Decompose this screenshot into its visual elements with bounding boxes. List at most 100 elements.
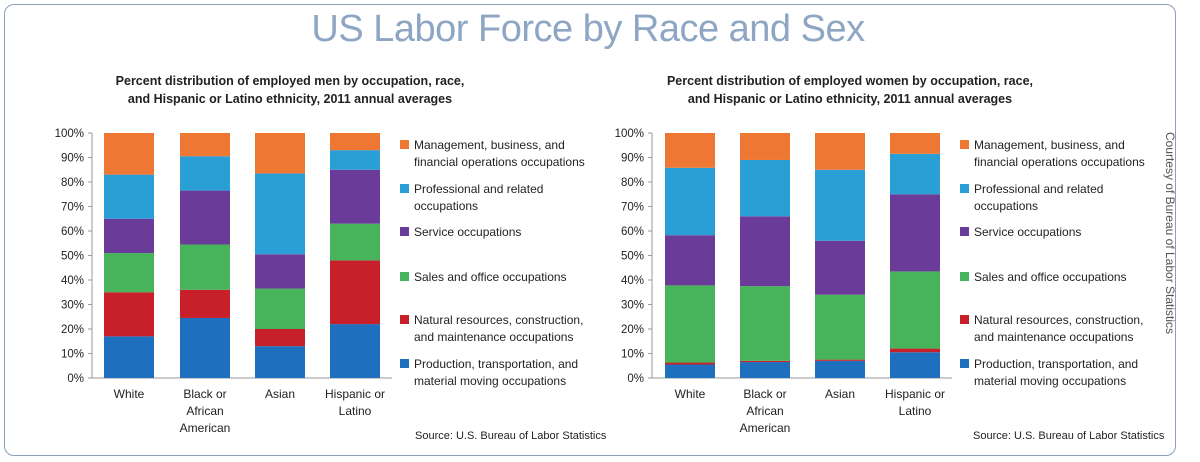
women-legend-label-sales: Sales and office occupations	[974, 270, 1127, 284]
women-y-tick-label: 60%	[621, 226, 644, 238]
women-legend-label-natural: Natural resources, construction,	[974, 313, 1143, 327]
women-legend-swatch-production	[960, 359, 969, 368]
women-y-tick-label: 90%	[621, 153, 644, 165]
women-bar-segment-sales	[665, 285, 715, 363]
women-legend-swatch-natural	[960, 315, 969, 324]
men-bar-segment-management	[255, 133, 305, 174]
women-y-tick-label: 40%	[621, 275, 644, 287]
women-bar-segment-management	[815, 133, 865, 170]
men-legend-label-natural: Natural resources, construction,	[414, 313, 583, 327]
women-bar-segment-service	[665, 235, 715, 286]
men-legend-swatch-production	[400, 359, 409, 368]
men-bar-segment-professional	[330, 150, 380, 170]
men-chart-title-line-1: Percent distribution of employed men by …	[115, 74, 465, 88]
men-bar-segment-natural	[255, 329, 305, 347]
men-bar-segment-management	[180, 133, 230, 157]
men-category-label: White	[114, 387, 145, 401]
women-y-tick-label: 20%	[621, 324, 644, 336]
women-bar-segment-management	[740, 133, 790, 160]
women-bar-segment-production	[740, 362, 790, 378]
women-legend-label-production: material moving occupations	[974, 374, 1126, 388]
women-legend-label-professional: occupations	[974, 199, 1038, 213]
men-bar-segment-service	[180, 190, 230, 245]
men-bar-segment-management	[104, 133, 154, 175]
men-y-tick-label: 10%	[61, 349, 84, 361]
men-legend-swatch-natural	[400, 315, 409, 324]
women-legend-swatch-professional	[960, 184, 969, 193]
men-legend-label-management: financial operations occupations	[414, 155, 585, 169]
men-bar-segment-management	[330, 133, 380, 151]
women-y-tick-label: 30%	[621, 300, 644, 312]
women-bar-segment-natural	[890, 348, 940, 353]
women-bar-segment-production	[665, 364, 715, 378]
men-bar-segment-natural	[330, 260, 380, 325]
men-bar-segment-professional	[104, 174, 154, 219]
men-category-label: American	[180, 421, 231, 435]
frame-border	[4, 4, 1176, 456]
women-category-label: Latino	[899, 404, 932, 418]
women-legend-label-management: financial operations occupations	[974, 155, 1145, 169]
women-legend-label-professional: Professional and related	[974, 182, 1103, 196]
men-y-tick-label: 80%	[61, 177, 84, 189]
men-y-tick-label: 100%	[55, 128, 84, 140]
women-category-label: Hispanic or	[885, 387, 945, 401]
women-legend-swatch-sales	[960, 272, 969, 281]
men-category-label: Latino	[339, 404, 372, 418]
women-bar-segment-sales	[740, 286, 790, 361]
men-y-tick-label: 0%	[67, 373, 84, 385]
men-category-label: Asian	[265, 387, 295, 401]
men-y-tick-label: 70%	[61, 202, 84, 214]
men-legend-swatch-professional	[400, 184, 409, 193]
women-bar-segment-natural	[740, 360, 790, 363]
men-legend-label-professional: occupations	[414, 199, 478, 213]
men-chart-title-line-2: and Hispanic or Latino ethnicity, 2011 a…	[127, 92, 453, 106]
women-bar-segment-management	[665, 133, 715, 168]
men-legend-label-production: Production, transportation, and	[414, 357, 578, 371]
women-bar-segment-natural	[815, 359, 865, 361]
men-legend-swatch-management	[400, 140, 409, 149]
women-chart-title-line-1: Percent distribution of employed women b…	[666, 74, 1034, 88]
women-category-label: Black or	[743, 387, 786, 401]
women-bar-segment-professional	[815, 169, 865, 241]
men-category-label: African	[186, 404, 223, 418]
men-legend-swatch-sales	[400, 272, 409, 281]
women-y-tick-label: 80%	[621, 177, 644, 189]
women-bar-segment-service	[740, 216, 790, 287]
women-y-tick-label: 100%	[615, 128, 644, 140]
men-legend-label-sales: Sales and office occupations	[414, 270, 567, 284]
women-legend-label-management: Management, business, and	[974, 138, 1125, 152]
men-bar-segment-production	[180, 317, 230, 378]
women-chart-title-line-2: and Hispanic or Latino ethnicity, 2011 a…	[687, 92, 1013, 106]
women-bar-segment-sales	[890, 271, 940, 349]
men-category-label: Hispanic or	[325, 387, 385, 401]
men-bar-segment-sales	[255, 288, 305, 329]
men-bar-segment-production	[255, 346, 305, 378]
men-bar-segment-service	[330, 169, 380, 224]
women-category-label: American	[740, 421, 791, 435]
men-bar-segment-sales	[330, 223, 380, 261]
men-y-tick-label: 30%	[61, 300, 84, 312]
women-bar-segment-professional	[890, 153, 940, 195]
women-y-tick-label: 10%	[621, 349, 644, 361]
women-legend-label-natural: and maintenance occupations	[974, 330, 1133, 344]
women-bar-segment-production	[890, 352, 940, 378]
men-chart-source: Source: U.S. Bureau of Labor Statistics	[415, 430, 607, 442]
men-bar-segment-professional	[180, 156, 230, 191]
credit-text: Courtesy of Bureau of Labor Statistics	[1163, 131, 1177, 335]
men-legend-label-production: material moving occupations	[414, 374, 566, 388]
men-bar-segment-production	[330, 324, 380, 378]
men-bar-segment-service	[104, 218, 154, 254]
men-bar-segment-service	[255, 254, 305, 289]
women-bar-segment-natural	[665, 362, 715, 365]
women-category-label: African	[746, 404, 783, 418]
page-title: US Labor Force by Race and Sex	[311, 8, 865, 50]
men-y-tick-label: 60%	[61, 226, 84, 238]
women-y-tick-label: 0%	[627, 373, 644, 385]
men-bar-segment-professional	[255, 173, 305, 255]
women-legend-label-service: Service occupations	[974, 225, 1081, 239]
women-bar-segment-management	[890, 133, 940, 154]
men-y-tick-label: 90%	[61, 153, 84, 165]
women-bar-segment-service	[890, 194, 940, 272]
